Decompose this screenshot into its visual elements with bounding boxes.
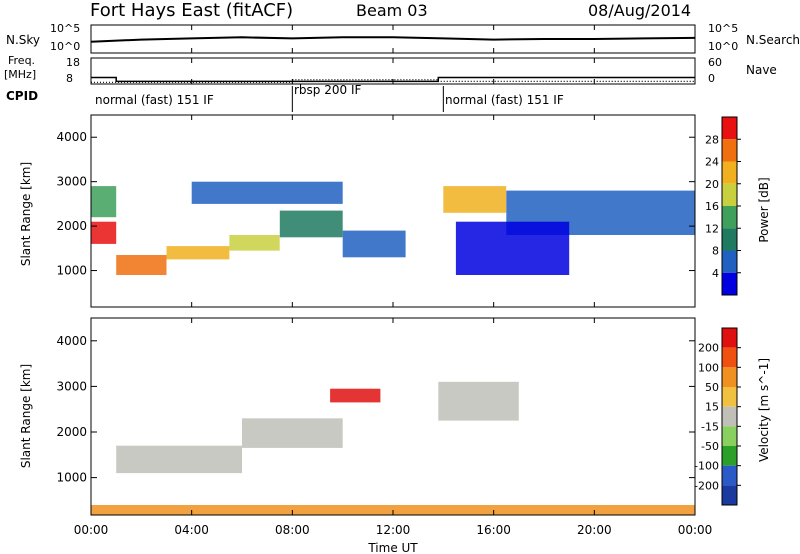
colorbar-swatch (722, 387, 737, 407)
colorbar-tick-label: -50 (701, 440, 719, 453)
nsky-label: N.Sky (6, 33, 40, 47)
data-region (279, 210, 343, 238)
freq-label: Freq. (8, 54, 35, 67)
x-tick-label: 16:00 (476, 523, 511, 537)
y-tick-label: 1000 (56, 264, 87, 278)
data-region (330, 388, 381, 403)
colorbar-tick-label: 12 (705, 222, 719, 235)
y-tick-label: 1000 (56, 471, 87, 485)
colorbar-swatch (722, 367, 737, 387)
power-colorbar-label: Power [dB] (757, 177, 771, 242)
colorbar-swatch (722, 446, 737, 466)
x-tick-label: 00:00 (678, 523, 713, 537)
noise-right-tick-high: 10^5 (708, 22, 738, 35)
radar-title: Fort Hays East (fitACF) (90, 0, 293, 21)
data-region (342, 230, 406, 258)
colorbar-tick-label: 16 (705, 200, 719, 213)
x-tick-label: 20:00 (577, 523, 612, 537)
y-tick-label: 3000 (56, 379, 87, 393)
y-tick-label: 4000 (56, 334, 87, 348)
x-tick-label: 04:00 (174, 523, 209, 537)
x-tick-label: 08:00 (275, 523, 310, 537)
freq-tick-high: 18 (66, 56, 80, 69)
power-heatmap (91, 181, 696, 275)
axis-ticks: 1000 2000 3000 4000 1000 2000 3000 4000 (56, 25, 696, 515)
data-region (91, 186, 117, 218)
velocity-colorbar-label: Velocity [m s^-1] (757, 358, 771, 462)
data-region (91, 221, 117, 244)
colorbar-tick-label: 50 (705, 381, 719, 394)
freq-tick-low: 8 (66, 72, 73, 85)
cpid-segment-2: rbsp 200 IF (294, 83, 361, 97)
nave-label: Nave (746, 63, 777, 77)
freq-unit-label: [MHz] (4, 68, 36, 81)
colorbar-tick-label: -15 (701, 420, 719, 433)
data-region (242, 418, 343, 448)
nsearch-label: N.Search (746, 33, 800, 47)
nave-line (91, 79, 695, 83)
colorbar-swatch (722, 347, 737, 368)
colorbar-swatch (722, 272, 737, 295)
colorbar-swatch (722, 139, 737, 162)
colorbar-swatch (722, 117, 737, 140)
colorbar-swatch (722, 228, 737, 251)
colorbar-swatch (722, 328, 737, 348)
beam-label: Beam 03 (356, 1, 428, 20)
x-axis-label: Time UT (367, 541, 418, 554)
x-tick-label: 12:00 (376, 523, 411, 537)
data-region (116, 255, 167, 275)
nave-tick-high: 60 (708, 56, 722, 69)
y-tick-label: 2000 (56, 425, 87, 439)
cpid-segment-3: normal (fast) 151 IF (445, 93, 564, 107)
noise-left-tick-high: 10^5 (50, 22, 80, 35)
power-colorbar: 28 24 20 16 12 8 4 (705, 116, 741, 296)
colorbar-tick-label: 24 (705, 156, 719, 169)
data-region (443, 186, 507, 213)
colorbar-swatch (722, 206, 737, 229)
panel-bg-3 (91, 318, 695, 515)
colorbar-frame (721, 327, 738, 506)
nsky-line (90, 36, 696, 43)
y-tick-label: 2000 (56, 219, 87, 233)
colorbar-swatch (722, 406, 737, 427)
y-tick-label: 3000 (56, 175, 87, 189)
nave-tick-low: 0 (708, 72, 715, 85)
colorbar-swatch (722, 161, 737, 184)
data-region (229, 235, 280, 251)
y-tick-label: 4000 (56, 130, 87, 144)
velocity-colorbar: 200 100 50 15 -15 -50 -100 -200 (694, 327, 741, 506)
colorbar-tick-label: 100 (698, 361, 719, 374)
colorbar-tick-label: 200 (698, 342, 719, 355)
data-region (438, 381, 519, 421)
colorbar-tick-label: -200 (694, 479, 719, 492)
x-tick-labels: 00:00 04:00 08:00 12:00 16:00 20:00 00:00 (74, 523, 713, 537)
cpid-label: CPID (6, 89, 38, 103)
colorbar-tick-label: 8 (712, 245, 719, 258)
colorbar-swatch (722, 485, 737, 505)
colorbar-swatch (722, 183, 737, 206)
colorbar-swatch (722, 250, 737, 273)
cpid-segment-1: normal (fast) 151 IF (95, 93, 214, 107)
date-label: 08/Aug/2014 (588, 1, 691, 20)
colorbar-tick-label: 4 (712, 267, 719, 280)
colorbar-swatch (722, 426, 737, 446)
data-region (166, 246, 230, 260)
power-ylabel: Slant Range [km] (19, 162, 33, 266)
colorbar-tick-label: 28 (705, 133, 719, 146)
colorbar-tick-label: -100 (694, 460, 719, 473)
colorbar-tick-label: 15 (705, 401, 719, 414)
colorbar-tick-label: 20 (705, 178, 719, 191)
data-region (116, 445, 242, 474)
colorbar-swatch (722, 465, 737, 486)
noise-left-tick-low: 10^0 (50, 40, 80, 53)
data-region (455, 221, 570, 275)
noise-right-tick-low: 10^0 (708, 40, 738, 53)
data-region (191, 181, 343, 204)
x-tick-label: 00:00 (74, 523, 109, 537)
velocity-ylabel: Slant Range [km] (19, 364, 33, 468)
